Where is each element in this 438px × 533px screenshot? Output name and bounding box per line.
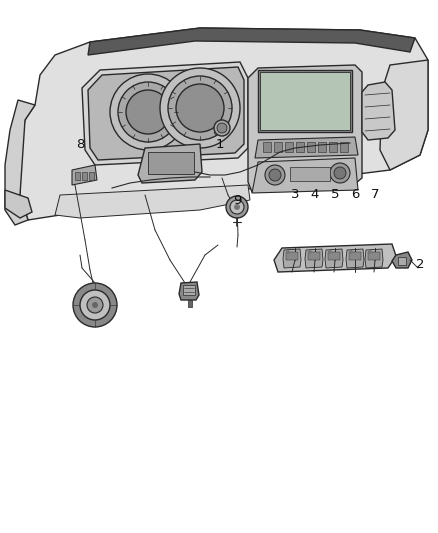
Polygon shape <box>255 137 358 158</box>
Circle shape <box>230 200 244 214</box>
Polygon shape <box>55 185 250 218</box>
Text: 2: 2 <box>416 259 424 271</box>
Polygon shape <box>88 28 415 55</box>
Bar <box>398 257 406 265</box>
Polygon shape <box>346 249 364 268</box>
Circle shape <box>176 84 224 132</box>
Circle shape <box>330 163 350 183</box>
Circle shape <box>308 250 312 254</box>
Circle shape <box>110 74 186 150</box>
Polygon shape <box>365 249 383 268</box>
Polygon shape <box>5 190 32 218</box>
Bar <box>263 142 271 152</box>
Bar <box>75 172 80 180</box>
Circle shape <box>80 290 110 320</box>
Circle shape <box>87 297 103 313</box>
Polygon shape <box>274 244 396 272</box>
Bar <box>329 142 337 152</box>
Text: 6: 6 <box>351 189 359 201</box>
Polygon shape <box>82 62 248 165</box>
Polygon shape <box>283 249 301 268</box>
Polygon shape <box>305 249 323 268</box>
Bar <box>368 252 380 260</box>
Polygon shape <box>252 158 358 193</box>
Circle shape <box>226 196 248 218</box>
Bar <box>89 172 94 180</box>
Polygon shape <box>362 82 395 140</box>
Text: 1: 1 <box>216 139 224 151</box>
Polygon shape <box>325 249 343 268</box>
Polygon shape <box>72 165 97 185</box>
Circle shape <box>349 250 353 254</box>
Circle shape <box>168 76 232 140</box>
Circle shape <box>92 302 98 308</box>
Polygon shape <box>380 60 428 170</box>
Circle shape <box>234 204 240 210</box>
Polygon shape <box>179 282 199 300</box>
Circle shape <box>286 250 290 254</box>
Bar <box>286 252 298 260</box>
Bar <box>285 142 293 152</box>
Bar <box>258 70 352 132</box>
Polygon shape <box>5 100 35 225</box>
Text: 3: 3 <box>291 189 299 201</box>
Bar <box>290 167 330 181</box>
Bar <box>296 142 304 152</box>
Circle shape <box>126 90 170 134</box>
Bar <box>260 72 350 130</box>
Bar <box>260 72 350 130</box>
Bar <box>274 142 282 152</box>
Polygon shape <box>88 67 244 160</box>
Circle shape <box>334 167 346 179</box>
Circle shape <box>217 123 227 133</box>
Circle shape <box>118 82 178 142</box>
Polygon shape <box>248 65 362 192</box>
Bar <box>308 252 320 260</box>
Circle shape <box>160 68 240 148</box>
Bar <box>349 252 361 260</box>
Text: 9: 9 <box>233 193 241 206</box>
Bar <box>188 300 192 307</box>
Bar <box>82 172 87 180</box>
Bar <box>328 252 340 260</box>
Polygon shape <box>138 144 202 183</box>
Circle shape <box>269 169 281 181</box>
Polygon shape <box>392 252 412 268</box>
Text: 8: 8 <box>76 139 84 151</box>
Bar <box>183 285 195 295</box>
Bar <box>307 142 315 152</box>
Bar <box>318 142 326 152</box>
Circle shape <box>368 250 372 254</box>
Bar <box>148 152 194 174</box>
Text: 4: 4 <box>311 189 319 201</box>
Text: 5: 5 <box>331 189 339 201</box>
Text: 7: 7 <box>371 189 379 201</box>
Bar <box>340 142 348 152</box>
Circle shape <box>73 283 117 327</box>
Polygon shape <box>18 28 428 220</box>
Circle shape <box>214 120 230 136</box>
Circle shape <box>265 165 285 185</box>
Circle shape <box>328 250 332 254</box>
